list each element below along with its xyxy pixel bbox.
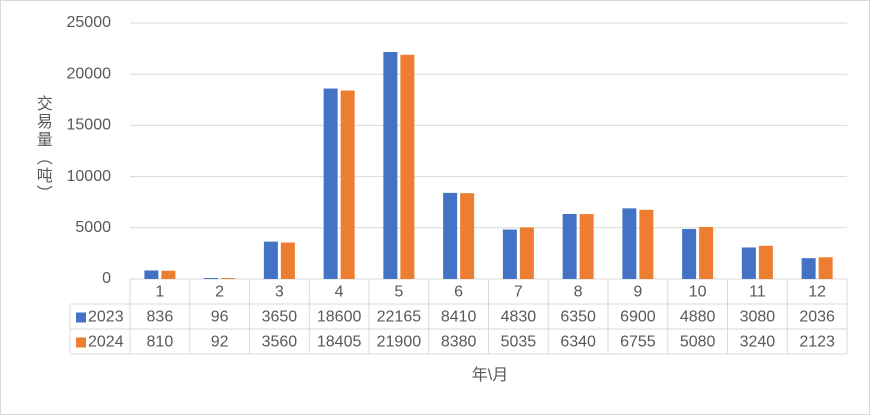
x-axis-title: 年\月 (472, 366, 508, 384)
table-value: 8410 (441, 309, 477, 326)
x-tick-label: 5 (394, 284, 403, 301)
x-tick-label: 3 (275, 284, 284, 301)
table-value: 3560 (262, 334, 298, 351)
x-tick-label: 4 (335, 284, 344, 301)
x-tick-label: 10 (689, 284, 707, 301)
y-axis-title: 交易量（吨） (34, 95, 53, 203)
x-tick-label: 8 (574, 284, 583, 301)
bar (263, 241, 278, 279)
x-tick-label: 9 (633, 284, 642, 301)
bar (144, 270, 159, 279)
table-value: 4880 (680, 309, 716, 326)
legend-key (76, 312, 86, 323)
bar (161, 270, 176, 279)
bar (340, 90, 355, 279)
bar (741, 247, 756, 279)
table-value: 6755 (620, 334, 656, 351)
y-tick-label: 25000 (67, 14, 112, 31)
bar (460, 193, 475, 279)
bar (280, 242, 295, 279)
table-value: 6900 (620, 309, 656, 326)
table-value: 18600 (317, 309, 362, 326)
table-value: 5035 (501, 334, 537, 351)
legend-key (76, 337, 86, 348)
y-tick-label: 20000 (67, 65, 112, 82)
table-value: 3080 (740, 309, 776, 326)
table-value: 96 (211, 309, 229, 326)
y-tick-label: 5000 (75, 219, 111, 236)
legend-label: 2023 (88, 309, 124, 326)
bar (818, 257, 833, 279)
x-tick-label: 11 (749, 284, 766, 301)
table-value: 3650 (262, 309, 298, 326)
x-tick-label: 12 (808, 284, 826, 301)
bar (579, 214, 594, 279)
bar (639, 209, 654, 279)
bar (562, 213, 577, 279)
y-tick-label: 15000 (67, 117, 112, 134)
table-value: 22165 (377, 309, 422, 326)
bar (622, 208, 637, 279)
table-value: 2036 (799, 309, 835, 326)
table-value: 6350 (560, 309, 596, 326)
bar (204, 278, 219, 279)
table-value: 6340 (560, 334, 596, 351)
bar (519, 227, 534, 279)
x-tick-label: 1 (155, 284, 164, 301)
bar (323, 88, 338, 279)
x-tick-label: 6 (454, 284, 463, 301)
table-value: 8380 (441, 334, 477, 351)
bar (758, 245, 773, 279)
bar (443, 192, 458, 279)
table-value: 3240 (740, 334, 776, 351)
y-tick-label: 10000 (67, 168, 112, 185)
table-value: 836 (147, 309, 174, 326)
table-value: 21900 (377, 334, 422, 351)
bar (400, 54, 415, 279)
table-value: 18405 (317, 334, 362, 351)
bar (221, 278, 236, 279)
table-value: 810 (147, 334, 174, 351)
legend-label: 2024 (88, 334, 124, 351)
x-tick-label: 7 (514, 284, 523, 301)
table-value: 2123 (799, 334, 835, 351)
bar (383, 52, 398, 280)
table-value: 5080 (680, 334, 716, 351)
table-value: 4830 (501, 309, 537, 326)
x-tick-label: 2 (215, 284, 224, 301)
table-value: 92 (211, 334, 229, 351)
bar (502, 229, 517, 279)
bar (699, 226, 714, 279)
bar (682, 229, 697, 279)
bar (801, 258, 816, 279)
y-tick-label: 0 (102, 270, 111, 287)
